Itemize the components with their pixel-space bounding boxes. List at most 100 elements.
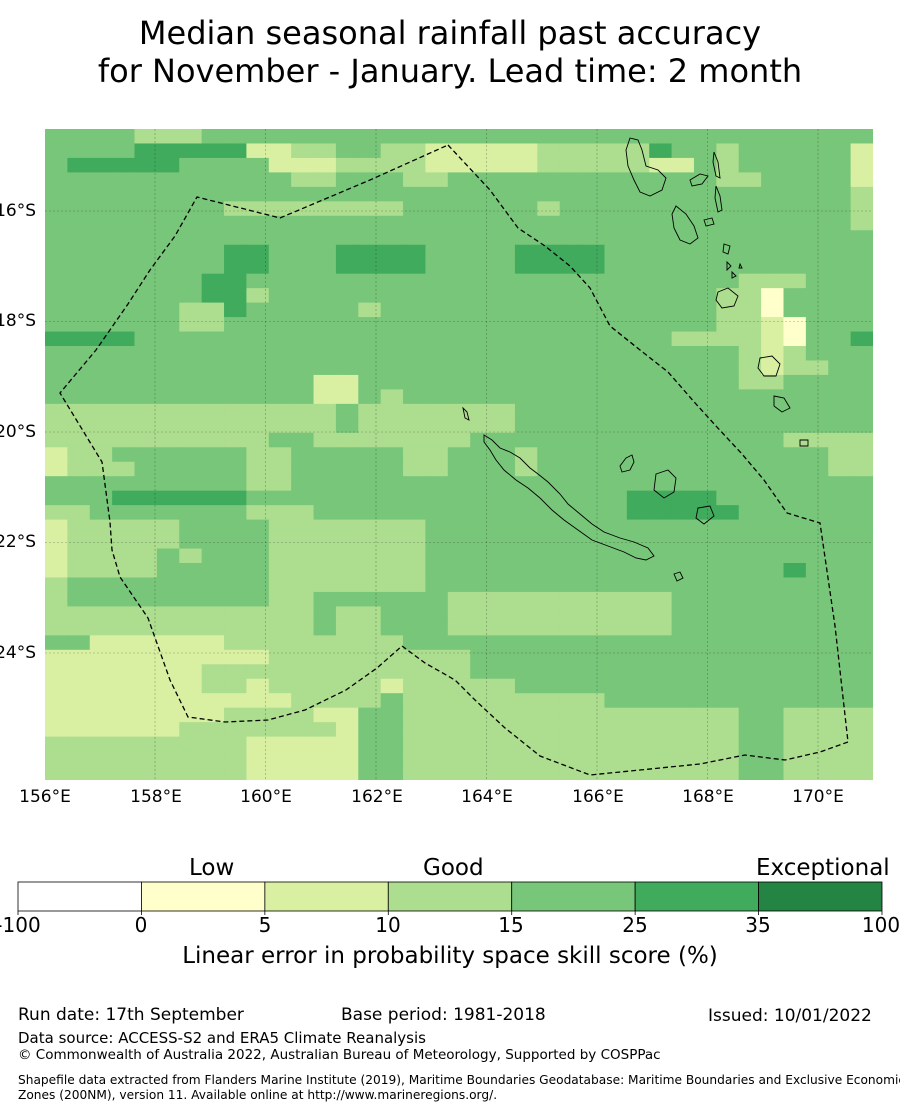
skill-cell [447, 693, 471, 709]
skill-cell [671, 563, 695, 579]
skill-cell [335, 505, 359, 521]
skill-cell [335, 519, 359, 535]
skill-cell [224, 707, 248, 723]
skill-cell [335, 751, 359, 767]
skill-cell [626, 765, 650, 780]
skill-cell [537, 563, 561, 579]
skill-cell [246, 461, 270, 477]
skill-cell [470, 649, 494, 665]
skill-cell [514, 157, 538, 173]
skill-cell [470, 476, 494, 492]
skill-cell [45, 563, 68, 579]
skill-cell [470, 548, 494, 564]
skill-cell [179, 201, 203, 217]
skill-cell [246, 129, 270, 145]
skill-cell [559, 172, 583, 188]
skill-cell [224, 331, 248, 347]
skill-cell [224, 230, 248, 246]
skill-cell [582, 577, 606, 593]
skill-cell [783, 707, 807, 723]
skill-cell [156, 230, 180, 246]
skill-cell [201, 534, 225, 550]
skill-cell [537, 678, 561, 694]
skill-cell [89, 664, 113, 680]
skill-cell [805, 259, 829, 275]
skill-cell [805, 129, 829, 145]
skill-cell [604, 490, 628, 506]
skill-cell [850, 693, 873, 709]
skill-cell [850, 432, 873, 448]
skill-cell [514, 288, 538, 304]
skill-cell [291, 577, 315, 593]
skill-cell [761, 201, 785, 217]
skill-cell [291, 519, 315, 535]
skill-cell [291, 606, 315, 622]
skill-cell [358, 490, 382, 506]
skill-cell [358, 563, 382, 579]
skill-cell [246, 505, 270, 521]
skill-cell [380, 230, 404, 246]
skill-cell [828, 302, 852, 318]
skill-cell [604, 288, 628, 304]
skill-cell [492, 157, 516, 173]
skill-cell [514, 374, 538, 390]
skill-cell [514, 259, 538, 275]
skill-cell [671, 606, 695, 622]
skill-cell [313, 664, 337, 680]
skill-cell [89, 288, 113, 304]
skill-cell [447, 403, 471, 419]
skill-cell [291, 548, 315, 564]
skill-cell [156, 490, 180, 506]
skill-cell [626, 606, 650, 622]
skill-cell [693, 649, 717, 665]
skill-cell [45, 649, 68, 665]
skill-cell [134, 360, 158, 376]
skill-cell [447, 331, 471, 347]
skill-cell [470, 461, 494, 477]
skill-cell [693, 302, 717, 318]
skill-cell [470, 215, 494, 231]
skill-cell [112, 230, 136, 246]
skill-cell [425, 230, 449, 246]
skill-cell [156, 172, 180, 188]
skill-cell [492, 360, 516, 376]
skill-cell [671, 360, 695, 376]
skill-cell [425, 635, 449, 651]
lon-label-156e: 156°E [19, 787, 71, 807]
skill-cell [447, 563, 471, 579]
skill-cell [492, 346, 516, 362]
skill-cell [380, 143, 404, 159]
skill-cell [246, 302, 270, 318]
skill-cell [89, 751, 113, 767]
skill-cell [268, 649, 292, 665]
skill-cell [492, 765, 516, 780]
skill-cell [179, 129, 203, 145]
skill-cell [626, 693, 650, 709]
skill-cell [335, 664, 359, 680]
skill-cell [380, 534, 404, 550]
skill-cell [761, 519, 785, 535]
skill-cell [89, 201, 113, 217]
skill-cell [604, 172, 628, 188]
skill-cell [156, 360, 180, 376]
skill-cell [358, 230, 382, 246]
data-source: Data source: ACCESS-S2 and ERA5 Climate … [18, 1029, 426, 1047]
skill-cell [514, 476, 538, 492]
skill-cell [45, 317, 68, 333]
skill-cell [45, 244, 68, 260]
skill-cell [649, 736, 673, 752]
skill-cell [470, 244, 494, 260]
skill-cell [805, 765, 829, 780]
skill-cell [716, 172, 740, 188]
skill-cell [738, 432, 762, 448]
skill-cell [604, 389, 628, 405]
skill-cell [201, 201, 225, 217]
skill-cell [626, 548, 650, 564]
skill-cell [45, 129, 68, 145]
skill-cell [268, 143, 292, 159]
skill-cell [537, 606, 561, 622]
skill-cell [582, 548, 606, 564]
issued-date: Issued: 10/01/2022 [708, 1006, 872, 1026]
skill-cell [134, 259, 158, 275]
skill-cell [313, 461, 337, 477]
